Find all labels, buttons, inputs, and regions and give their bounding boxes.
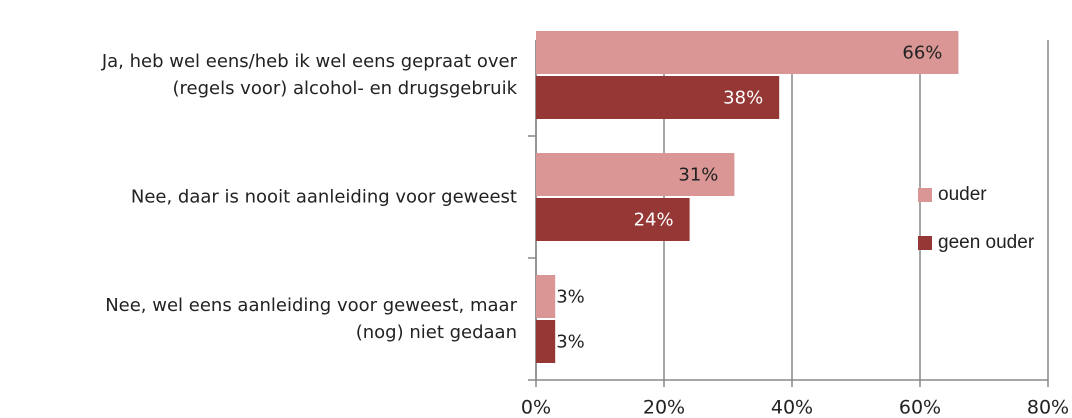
data-label: 24% — [634, 210, 674, 231]
category-label: Nee, daar is nooit aanleiding voor gewee… — [130, 186, 517, 208]
data-label: 38% — [723, 88, 763, 109]
bar — [536, 153, 735, 196]
data-label: 3% — [556, 332, 585, 353]
bar — [536, 31, 959, 74]
category-label: Ja, heb wel eens/heb ik wel eens gepraat… — [101, 51, 517, 99]
legend-label: geen ouder — [938, 232, 1035, 253]
category-label: Nee, wel eens aanleiding voor geweest, m… — [105, 295, 517, 343]
legend-label: ouder — [938, 184, 987, 205]
bar — [536, 76, 780, 119]
legend-swatch — [918, 236, 932, 250]
bar — [536, 320, 556, 363]
data-label: 66% — [902, 43, 942, 64]
data-label: 3% — [556, 287, 585, 308]
legend-swatch — [918, 188, 932, 202]
x-tick-label: 80% — [1027, 397, 1069, 418]
x-tick-label: 20% — [643, 397, 685, 418]
x-tick-label: 40% — [771, 397, 813, 418]
x-tick-label: 0% — [521, 397, 551, 418]
x-tick-label: 60% — [899, 397, 941, 418]
data-label: 31% — [678, 165, 718, 186]
bar — [536, 275, 556, 318]
bar — [536, 198, 690, 241]
